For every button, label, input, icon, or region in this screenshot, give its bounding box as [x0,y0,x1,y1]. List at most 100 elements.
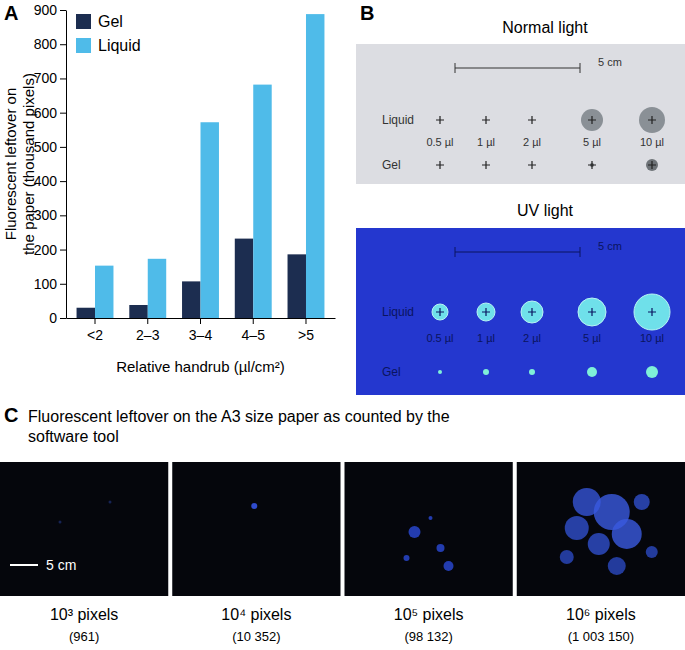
x-tick: 2–3 [136,318,160,343]
tick-mark [253,318,254,324]
panel-label: C [4,404,18,426]
tick-mark [60,147,66,148]
uv-spot [529,369,535,375]
bar [129,305,147,318]
panel-b: BNormal light5 cmLiquidGel0.5 µl1 µl2 µl… [356,2,685,395]
tick-mark [200,318,201,324]
image-count: (1 003 150) [568,629,635,644]
tick-mark [95,318,96,324]
cross [436,161,444,169]
fluor-blob [109,501,112,504]
photo-a3 [517,462,685,596]
figure: A0100200300400500600700800900<22–33–44–5… [0,0,685,650]
y-tick: 700 [34,70,66,86]
tick-label: 200 [34,242,58,258]
scale-bar [455,252,580,253]
fluor-blob [59,521,62,524]
tick-mark [60,181,66,182]
legend-label: Gel [98,13,123,30]
x-tick: >5 [298,318,314,343]
uv-spot [646,366,658,378]
scale-bar [455,68,580,69]
uv-spot [578,298,606,326]
panel-a: A0100200300400500600700800900<22–33–44–5… [2,2,336,375]
tick-mark [60,10,66,11]
volume-label: 5 µl [583,136,601,148]
uv-spot [432,304,448,320]
uv-spot [521,301,543,323]
y-tick: 0 [49,310,66,326]
tick-mark [60,78,66,79]
fluor-blob [608,557,626,575]
panel-label: B [360,2,374,24]
tick-label: >5 [298,327,314,343]
x-tick: 3–4 [189,318,213,343]
panel-c: C Fluorescent leftover on the A3 size pap… [0,404,685,644]
uv-spot [483,369,489,375]
image-label: 10³ pixels [50,606,118,623]
volume-label: 10 µl [640,332,664,344]
bar [77,308,95,318]
cross [482,116,490,124]
tick-mark [60,215,66,216]
scale-bar [10,564,38,566]
volume-label: 1 µl [477,136,495,148]
cross [482,161,490,169]
tick-mark [60,318,66,319]
cross [436,308,444,316]
tick-label: 900 [34,2,58,18]
image-title: UV light [517,202,574,219]
tick-label: 300 [34,207,58,223]
bar [201,122,219,318]
cross [588,116,596,124]
row-label: Liquid [382,113,414,127]
tick-label: 400 [34,173,58,189]
tick-label: 3–4 [189,327,213,343]
volume-label: 2 µl [523,332,541,344]
tick-label: <2 [87,327,103,343]
bar [306,14,324,318]
photo-a3 [172,462,340,596]
fluor-blob [612,519,642,549]
scale-bar-end [455,63,456,73]
cross [528,161,536,169]
cross [482,308,490,316]
y-tick: 400 [34,173,66,189]
volume-label: 5 µl [583,332,601,344]
fluor-blob [251,503,257,509]
y-tick: 300 [34,207,66,223]
tick-mark [60,44,66,45]
fluor-blob [634,494,650,510]
scale-label: 5 cm [598,56,622,68]
legend: Gel Liquid [76,13,141,54]
y-tick: 800 [34,36,66,52]
photo-a3 [0,462,168,596]
legend-label: Liquid [98,37,141,54]
uv-spot [634,294,670,330]
bar [182,281,200,318]
tick-label: 500 [34,139,58,155]
uv-spot [587,367,597,377]
spot [581,109,603,131]
bar [288,254,306,318]
row-label: Gel [382,158,401,172]
cross [588,308,596,316]
image-label: 10⁶ pixels [566,606,636,623]
y-tick: 200 [34,242,66,258]
scale-bar-end [580,247,581,257]
scale-label: 5 cm [598,240,622,252]
cross [436,116,444,124]
image-count: (10 352) [232,629,280,644]
volume-label: 2 µl [523,136,541,148]
image-label: 10⁴ pixels [221,606,291,623]
y-axis-title: Fluorescent leftover onthe paper (thousa… [2,73,37,255]
fluor-blob [409,526,421,538]
bar [95,266,113,318]
scale-bar-end [580,63,581,73]
panel-title: Fluorescent leftover on the A3 size pape… [28,408,450,445]
bar [148,259,166,318]
volume-label: 0.5 µl [426,332,453,344]
tick-label: 800 [34,36,58,52]
panel-label: A [4,2,18,24]
fluor-blob [404,555,410,561]
